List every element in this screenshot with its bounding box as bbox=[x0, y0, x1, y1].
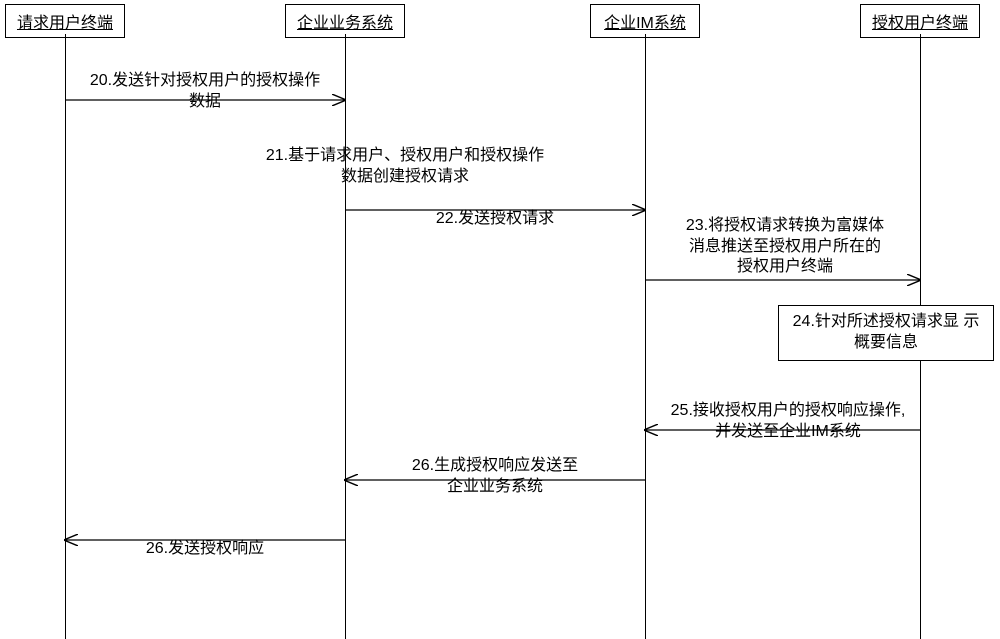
msg-25-label: 25.接收授权用户的授权响应操作, 并发送至企业IM系统 bbox=[648, 380, 928, 442]
self-note-21: 21.基于请求用户、授权用户和授权操作 数据创建授权请求 bbox=[230, 125, 580, 187]
msg-23-label: 23.将授权请求转换为富媒体 消息推送至授权用户所在的 授权用户终端 bbox=[650, 195, 920, 278]
msg-22-label: 22.发送授权请求 bbox=[350, 188, 640, 230]
msg-26b-label: 26.发送授权响应 bbox=[70, 518, 340, 560]
msg-20-label: 20.发送针对授权用户的授权操作 数据 bbox=[70, 50, 340, 112]
msg-26a-label: 26.生成授权响应发送至 企业业务系统 bbox=[350, 435, 640, 497]
note-24: 24.针对所述授权请求显 示概要信息 bbox=[778, 305, 994, 361]
